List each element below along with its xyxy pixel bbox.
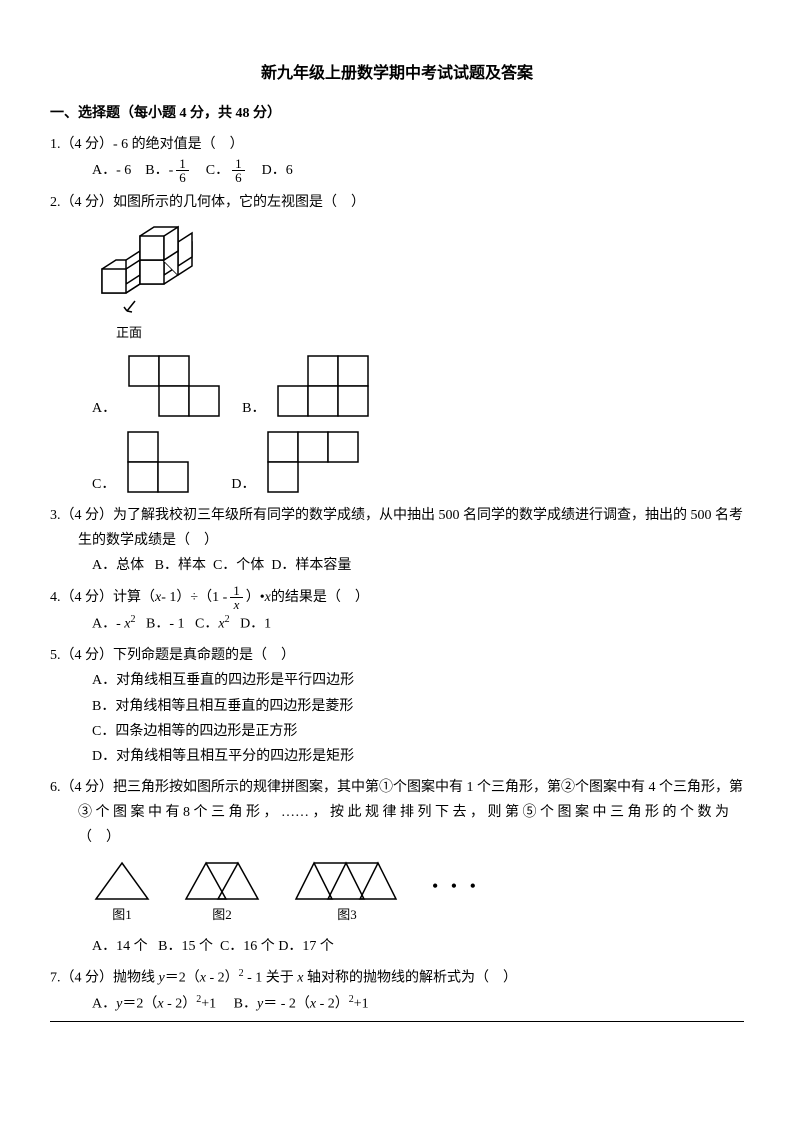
q2-text: 2.（4 分）如图所示的几何体，它的左视图是（ ） [50, 190, 744, 215]
question-4: 4.（4 分）计算（ x - 1）÷（1 - 1x ）• x 的结果是（ ） A… [50, 584, 744, 637]
fraction-icon: 16 [232, 157, 245, 184]
option-d-shape-icon [263, 427, 373, 497]
question-3: 3.（4 分）为了解我校初三年级所有同学的数学成绩，从中抽出 500 名同学的数… [50, 503, 744, 579]
q3-options: A．总体 B．样本 C．个体 D．样本容量 [50, 553, 744, 578]
q2-label-b: B． [242, 396, 265, 421]
section-header: 一、选择题（每小题 4 分，共 48 分） [50, 101, 744, 126]
q3-line2: 生的数学成绩是（ ） [50, 528, 744, 553]
question-1: 1.（4 分）- 6 的绝对值是（ ） A．- 6 B．- 16 C． 16 D… [50, 132, 744, 184]
q1-text: 1.（4 分）- 6 的绝对值是（ ） [50, 132, 744, 157]
q1-options: A．- 6 B．- 16 C． 16 D．6 [50, 157, 744, 184]
pattern-3-icon [292, 859, 402, 903]
ellipsis-icon: • • • [432, 870, 480, 926]
fraction-icon: 16 [176, 157, 189, 184]
pattern-1-icon [92, 859, 152, 903]
q4-options: A．- x2 B．- 1 C．x2 D．1 [50, 611, 744, 637]
question-7: 7.（4 分）抛物线 y＝2（x - 2）2 - 1 关于 x 轴对称的抛物线的… [50, 965, 744, 1022]
q1-opt-d: D．6 [262, 158, 293, 183]
option-c-shape-icon [123, 427, 203, 497]
q3-line1: 3.（4 分）为了解我校初三年级所有同学的数学成绩，从中抽出 500 名同学的数… [50, 503, 744, 528]
question-5: 5.（4 分）下列命题是真命题的是（ ） A．对角线相互垂直的四边形是平行四边形… [50, 643, 744, 769]
front-label: 正面 [92, 321, 744, 344]
circled-5-icon: ⑤ [523, 805, 537, 820]
q2-label-c: C． [92, 472, 115, 497]
horizontal-rule [50, 1021, 744, 1022]
q1-opt-a: A．- 6 [92, 158, 131, 183]
pattern-2-icon [182, 859, 262, 903]
question-2: 2.（4 分）如图所示的几何体，它的左视图是（ ） 正面 A． [50, 190, 744, 497]
circled-2-icon: ② [561, 780, 575, 795]
q1-opt-b: B．- 16 [145, 157, 192, 184]
circled-1-icon: ① [379, 780, 393, 795]
fraction-icon: 1x [230, 584, 243, 611]
q6-options: A．14 个 B．15 个 C．16 个 D．17 个 [50, 934, 744, 959]
q1-opt-c: C． 16 [206, 157, 248, 184]
page-title: 新九年级上册数学期中考试试题及答案 [50, 60, 744, 89]
q7-options: A．y＝2（x - 2）2+1 B．y＝ - 2（x - 2）2+1 [50, 991, 744, 1017]
q2-label-a: A． [92, 396, 116, 421]
circled-3-icon: ③ [78, 805, 92, 820]
option-b-shape-icon [273, 351, 393, 421]
question-6: 6.（4 分）把三角形按如图所示的规律拼图案，其中第①个图案中有 1 个三角形，… [50, 775, 744, 959]
solid-figure-icon [92, 221, 202, 321]
q2-label-d: D． [231, 472, 255, 497]
option-a-shape-icon [124, 351, 234, 421]
